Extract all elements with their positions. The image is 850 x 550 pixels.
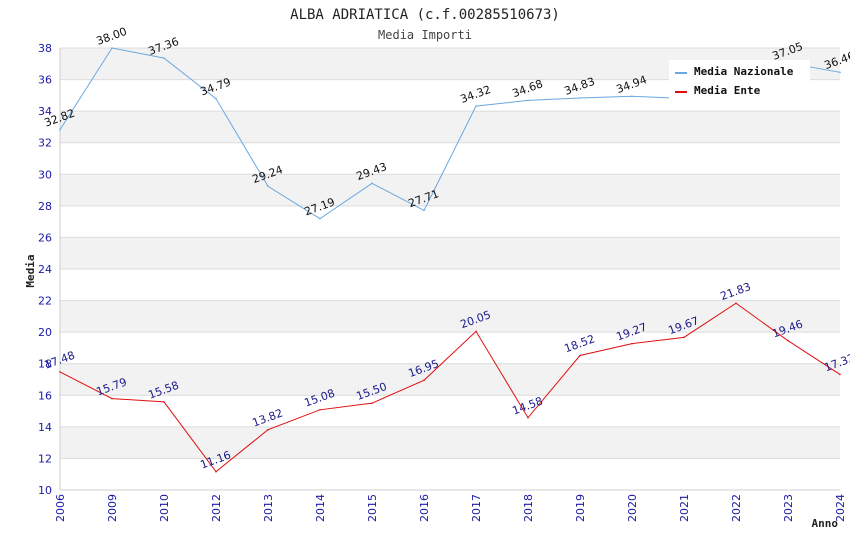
- data-point-media-nazionale: [319, 217, 321, 220]
- x-tick-label: 2014: [314, 494, 327, 522]
- grid-bands: [60, 48, 840, 459]
- x-tick-label: 2012: [210, 494, 223, 522]
- data-point-media-ente: [475, 330, 477, 333]
- x-tick-label: 2013: [262, 494, 275, 522]
- x-tick-label: 2015: [366, 494, 379, 522]
- grid-band: [60, 237, 840, 269]
- data-point-media-nazionale: [631, 95, 633, 98]
- chart-subtitle: Media Importi: [378, 28, 472, 42]
- data-label-media-ente: 21.83: [719, 280, 753, 303]
- y-tick-label: 26: [38, 231, 52, 244]
- grid-lines: [60, 47, 840, 491]
- data-point-media-ente: [631, 342, 633, 345]
- data-point-media-ente: [683, 336, 685, 339]
- data-point-media-nazionale: [111, 47, 113, 49]
- y-tick-label: 38: [38, 42, 52, 55]
- data-point-media-nazionale: [267, 185, 269, 188]
- y-tick-label: 20: [38, 326, 52, 339]
- data-point-media-nazionale: [371, 182, 373, 185]
- data-point-media-ente: [319, 409, 321, 411]
- x-tick-label: 2020: [626, 494, 639, 522]
- data-point-media-ente: [111, 397, 113, 400]
- y-tick-label: 24: [38, 263, 52, 276]
- data-point-media-ente: [267, 428, 269, 431]
- data-point-media-nazionale: [423, 209, 425, 212]
- y-tick-label: 28: [38, 200, 52, 213]
- data-point-media-ente: [371, 402, 373, 404]
- data-point-media-ente: [59, 371, 61, 373]
- y-tick-label: 12: [38, 452, 52, 465]
- x-tick-label: 2009: [106, 494, 119, 522]
- grid-band: [60, 300, 840, 333]
- y-tick-label: 16: [38, 389, 52, 402]
- chart-title: ALBA ADRIATICA (c.f.00285510673): [290, 7, 560, 23]
- y-tick-label: 22: [38, 295, 52, 308]
- x-tick-label: 2018: [522, 494, 535, 522]
- data-point-media-ente: [839, 373, 841, 376]
- y-tick-label: 36: [38, 74, 52, 87]
- legend-label-media-ente: Media Ente: [694, 84, 761, 97]
- legend: Media Nazionale Media Ente: [669, 60, 810, 102]
- legend-label-media-nazionale: Media Nazionale: [694, 65, 794, 78]
- data-point-media-nazionale: [475, 105, 477, 107]
- x-tick-label: 2024: [834, 494, 847, 522]
- y-tick-label: 18: [38, 358, 52, 371]
- data-point-media-nazionale: [527, 99, 529, 102]
- x-tick-label: 2016: [418, 494, 431, 522]
- data-point-media-nazionale: [839, 71, 841, 74]
- data-point-media-ente: [423, 379, 425, 382]
- data-point-media-ente: [163, 401, 165, 403]
- data-point-media-ente: [787, 339, 789, 342]
- y-tick-labels: 10 12 14 16 18 20 22 24 26 28 30 32 34 36 38: [38, 42, 52, 497]
- data-label-media-ente: 17.32: [823, 351, 850, 374]
- y-tick-label: 30: [38, 168, 52, 181]
- x-tick-labels: 2006 2009 2010 2012 2013 2014 2015 2016 2017 2018…: [54, 494, 847, 522]
- data-point-media-ente: [527, 416, 529, 419]
- series-line-media-ente: [59, 302, 841, 473]
- data-point-media-nazionale: [59, 128, 61, 131]
- data-point-media-nazionale: [163, 57, 165, 59]
- x-tick-label: 2010: [158, 494, 171, 522]
- grid-band: [60, 111, 840, 143]
- y-tick-label: 10: [38, 484, 52, 497]
- x-tick-label: 2017: [470, 494, 483, 522]
- grid-band: [60, 174, 840, 206]
- data-point-media-ente: [735, 302, 737, 305]
- x-tick-label: 2022: [730, 494, 743, 522]
- data-point-media-nazionale: [579, 97, 581, 99]
- data-label-media-nazionale: 38.00: [95, 25, 129, 48]
- y-tick-label: 14: [38, 421, 52, 434]
- x-axis-label: Anno: [812, 517, 839, 530]
- grid-band: [60, 426, 840, 459]
- x-tick-label: 2021: [678, 494, 691, 522]
- grid-band: [60, 363, 840, 396]
- data-point-media-ente: [579, 354, 581, 357]
- x-tick-label: 2006: [54, 494, 67, 522]
- data-label-media-nazionale: 34.68: [511, 77, 545, 100]
- x-tick-label: 2019: [574, 494, 587, 522]
- data-point-media-ente: [215, 470, 217, 473]
- data-label-media-ente: 13.82: [251, 407, 285, 430]
- x-tick-label: 2023: [782, 494, 795, 522]
- y-tick-label: 32: [38, 137, 52, 150]
- y-axis-label: Media: [24, 254, 37, 287]
- data-label-media-ente: 18.52: [563, 332, 597, 355]
- data-point-media-nazionale: [215, 97, 217, 100]
- data-label-media-nazionale: 34.32: [459, 83, 493, 106]
- legend-box: [669, 60, 810, 102]
- axes: [59, 48, 840, 491]
- y-tick-label: 34: [38, 105, 52, 118]
